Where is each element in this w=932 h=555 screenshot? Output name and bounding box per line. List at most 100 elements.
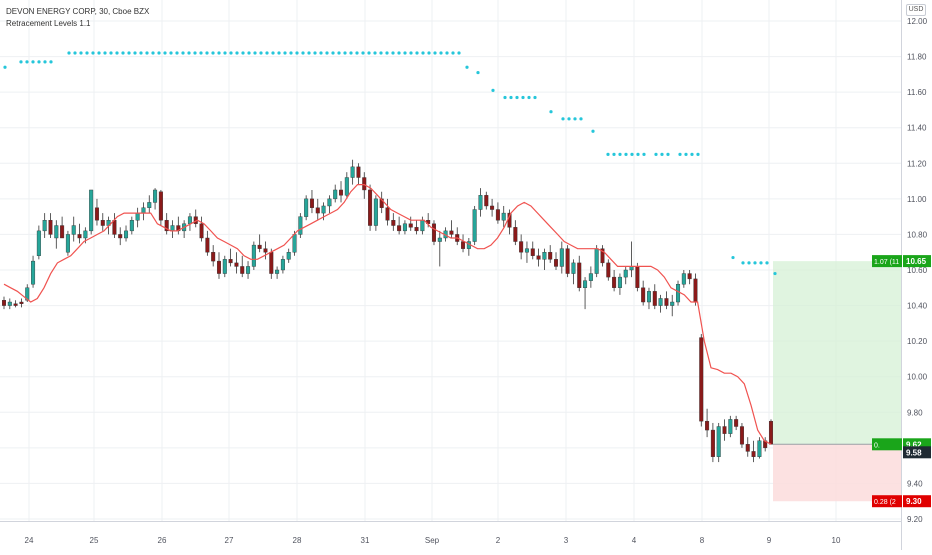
candle-body (617, 276, 622, 288)
retracement-dot (19, 60, 23, 64)
candle-body (228, 259, 233, 264)
retracement-dot (660, 152, 664, 156)
candle-body (292, 234, 297, 253)
candle-body (373, 198, 378, 226)
retracement-dot (283, 51, 287, 55)
candle-body (739, 426, 744, 445)
chart-legend: DEVON ENERGY CORP, 30, Cboe BZX Retracem… (6, 6, 149, 30)
price-tick-label: 10.60 (907, 266, 928, 275)
time-tick-label: 28 (293, 536, 302, 545)
candle-body (449, 230, 454, 235)
candle-body (263, 248, 268, 253)
retracement-dot (549, 110, 553, 114)
candle-body (420, 219, 425, 232)
candle-body (251, 244, 256, 267)
retracement-dot (521, 95, 525, 100)
retracement-dot (567, 117, 571, 121)
currency-button[interactable]: USD (906, 4, 926, 16)
retracement-dot (606, 152, 610, 156)
candle-body (530, 248, 535, 256)
candle-body (600, 248, 605, 264)
candle-body (339, 189, 344, 196)
time-tick-label: 26 (158, 536, 167, 545)
candle-body (234, 262, 239, 267)
retracement-dot (295, 51, 299, 55)
price-tick-label: 10.20 (907, 337, 928, 346)
retracement-dot (612, 152, 616, 156)
candle-body (141, 207, 146, 214)
price-tick-label: 9.40 (907, 479, 923, 488)
retracement-dot (579, 117, 583, 121)
retracement-dot (145, 51, 149, 55)
retracement-dot (25, 60, 29, 64)
candle-body (437, 237, 442, 242)
target-note: 1.07 (11 (874, 259, 899, 266)
price-tick-label: 9.80 (907, 408, 923, 417)
candle-body (583, 280, 588, 288)
retracement-dot (181, 51, 185, 55)
time-tick-label: 4 (632, 536, 637, 545)
retracement-dot (337, 51, 341, 55)
price-tick-label: 12.00 (907, 17, 928, 26)
retracement-dot (289, 51, 293, 55)
retracement-dot (325, 51, 329, 55)
retracement-dot (731, 255, 735, 260)
retracement-dot (319, 51, 323, 55)
candle-body (670, 301, 675, 306)
retracement-dot (747, 261, 751, 265)
retracement-dot (313, 51, 317, 55)
retracement-dot (31, 60, 35, 64)
candle-body (31, 260, 36, 285)
retracement-dot (618, 152, 622, 156)
retracement-dot (654, 152, 658, 156)
target-value: 10.65 (906, 257, 927, 266)
retracement-dot (753, 261, 757, 265)
retracement-dot (259, 51, 263, 55)
retracement-dot (217, 51, 221, 55)
indicator-label: Retracement Levels 1.1 (6, 19, 91, 28)
retracement-dot (361, 51, 365, 55)
candle-body (716, 426, 721, 457)
candle-body (240, 266, 245, 274)
candle-body (652, 291, 657, 306)
candle-body (205, 237, 210, 253)
candle-body (309, 198, 314, 208)
stop-badge (903, 495, 931, 508)
price-tick-label: 9.20 (907, 515, 923, 524)
retracement-dot (409, 51, 413, 55)
candle-body (13, 303, 18, 306)
candle-body (36, 230, 41, 256)
retracement-dot (765, 261, 769, 265)
retracement-dot (127, 51, 131, 55)
time-tick-label: 2 (496, 536, 501, 545)
candle-body (768, 420, 774, 445)
candle-body (490, 205, 495, 210)
time-tick-label: 3 (564, 536, 569, 545)
candle-body (7, 301, 12, 306)
candle-body (350, 166, 355, 178)
price-tick-label: 11.20 (907, 159, 927, 168)
retracement-dot (211, 51, 215, 55)
candle-body (478, 195, 483, 210)
candle-body (1, 300, 7, 306)
candle-body (77, 234, 82, 239)
candle-body (751, 451, 756, 457)
candle-body (333, 189, 338, 200)
retracement-dot (373, 51, 377, 55)
candle-body (216, 260, 221, 274)
entry-note: 0. (874, 442, 880, 449)
candle-body (699, 337, 704, 422)
retracement-dot (533, 95, 537, 100)
candle-body (745, 444, 750, 452)
retracement-dot (193, 51, 197, 55)
candle-body (612, 276, 617, 288)
candle-body (397, 225, 402, 232)
candle-body (379, 198, 384, 208)
candle-body (664, 298, 669, 306)
retracement-dot (49, 60, 53, 64)
retracement-dot (271, 51, 275, 55)
retracement-dot (385, 51, 389, 55)
target-note-badge (872, 255, 902, 268)
